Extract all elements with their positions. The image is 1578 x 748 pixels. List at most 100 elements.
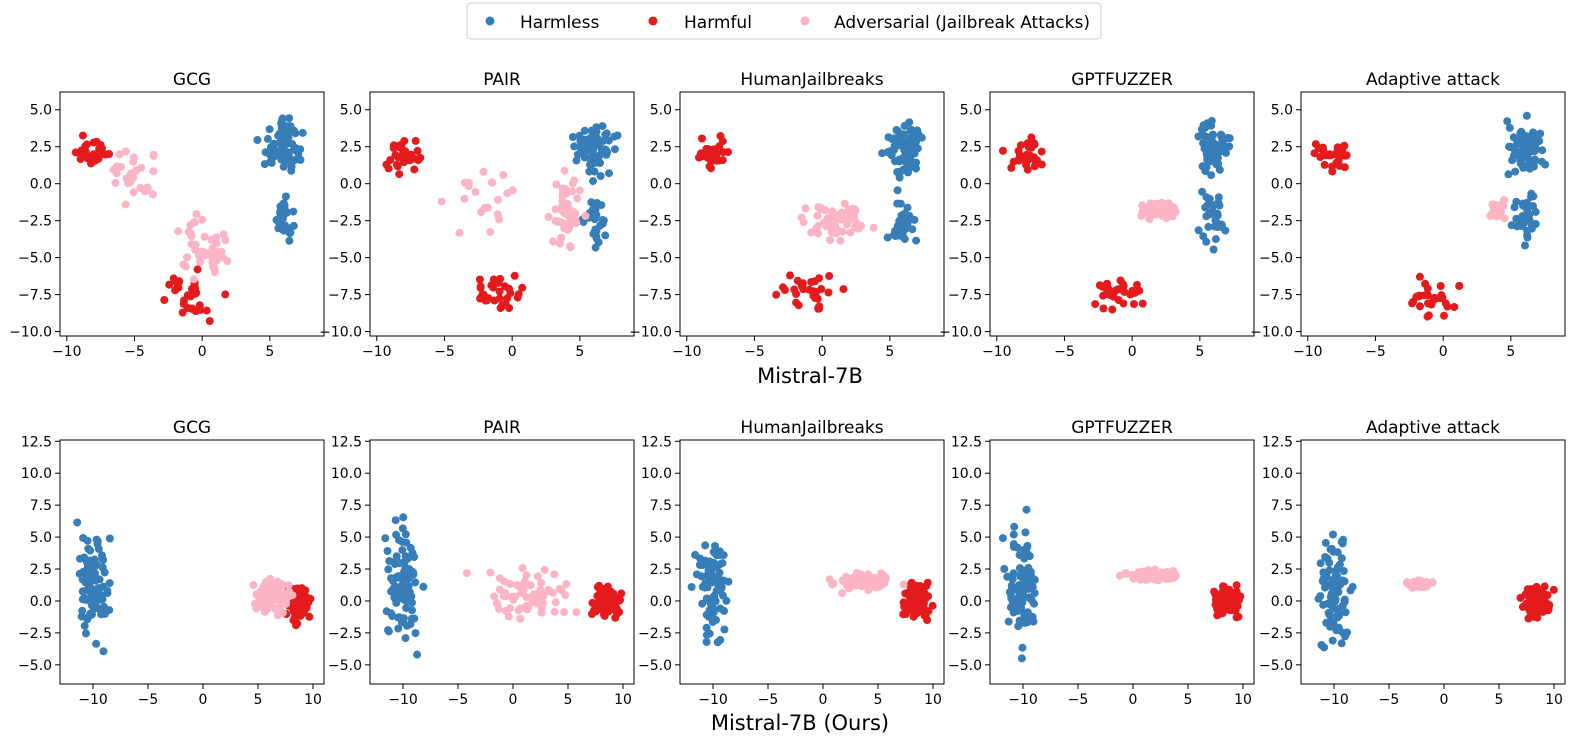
- point-adversarial: [562, 580, 571, 589]
- point-harmless: [1523, 198, 1531, 207]
- point-harmless: [1194, 226, 1203, 235]
- point-harmless: [1202, 132, 1211, 141]
- point-harmful: [174, 283, 183, 292]
- point-adversarial: [149, 167, 158, 176]
- y-tick-label: 0.0: [1271, 177, 1293, 193]
- point-adversarial: [502, 592, 511, 601]
- y-tick-label: −10.0: [1250, 325, 1293, 341]
- point-adversarial: [502, 606, 510, 615]
- point-harmless: [1523, 233, 1532, 242]
- point-harmless: [1510, 151, 1518, 160]
- point-harmful: [518, 283, 527, 292]
- point-harmless: [711, 597, 720, 606]
- point-harmful: [1221, 587, 1230, 596]
- point-adversarial: [198, 215, 207, 224]
- y-tick-label: 5.0: [1271, 530, 1293, 546]
- point-harmless: [263, 134, 272, 143]
- point-harmless: [1529, 202, 1537, 211]
- point-adversarial: [190, 218, 199, 227]
- point-harmful: [1099, 291, 1108, 300]
- point-harmful: [591, 601, 600, 610]
- y-tick-label: 12.5: [331, 434, 362, 450]
- y-tick-label: −2.5: [948, 214, 982, 230]
- point-adversarial: [1402, 579, 1411, 588]
- point-harmless: [903, 219, 912, 228]
- point-harmful: [705, 162, 714, 171]
- point-harmful: [923, 578, 932, 587]
- point-harmless: [1322, 573, 1331, 581]
- y-tick-label: −7.5: [328, 288, 362, 304]
- point-harmless: [398, 546, 407, 555]
- point-adversarial: [572, 608, 581, 617]
- point-harmful: [1126, 290, 1135, 299]
- point-adversarial: [122, 147, 130, 156]
- point-harmless: [718, 559, 727, 568]
- point-adversarial: [112, 169, 121, 178]
- y-tick-label: −5.0: [638, 251, 672, 267]
- scatter-points: [381, 513, 626, 659]
- y-tick-label: 2.5: [650, 140, 672, 156]
- y-tick-label: 2.5: [650, 562, 672, 578]
- y-tick-label: −7.5: [1259, 288, 1293, 304]
- point-harmless: [1207, 171, 1216, 180]
- point-harmful: [915, 605, 924, 614]
- point-adversarial: [555, 584, 564, 593]
- y-tick-label: −7.5: [638, 288, 672, 304]
- point-adversarial: [462, 569, 471, 578]
- point-harmless: [94, 596, 103, 604]
- point-harmless: [589, 177, 597, 186]
- point-adversarial: [1500, 196, 1509, 204]
- point-harmful: [510, 271, 519, 280]
- point-adversarial: [822, 222, 831, 231]
- point-harmless: [1205, 194, 1214, 203]
- point-harmful: [1450, 303, 1459, 311]
- point-harmful: [296, 599, 305, 608]
- point-harmless: [93, 537, 102, 546]
- point-harmful: [839, 285, 848, 294]
- y-tick-label: 10.0: [331, 466, 362, 482]
- scatter-points: [71, 114, 307, 325]
- point-harmful: [193, 265, 202, 274]
- point-harmless: [1503, 117, 1512, 126]
- point-harmless: [1525, 164, 1534, 173]
- point-harmful: [1108, 305, 1117, 314]
- point-harmful: [1342, 151, 1351, 160]
- point-harmless: [290, 143, 299, 152]
- point-harmless: [1201, 167, 1210, 175]
- point-harmless: [1218, 138, 1227, 147]
- point-adversarial: [519, 580, 528, 589]
- point-harmless: [705, 606, 714, 614]
- point-harmful: [1310, 149, 1319, 158]
- point-harmful: [1423, 291, 1432, 300]
- point-harmful: [1030, 139, 1038, 147]
- point-harmless: [286, 122, 295, 131]
- point-harmless: [92, 639, 101, 648]
- point-adversarial: [852, 218, 861, 227]
- y-tick-label: 0.0: [30, 177, 52, 193]
- point-harmful: [1119, 299, 1128, 308]
- x-tick-label: −10: [672, 344, 702, 360]
- panels: GCG−10 −5 0 55.02.50.0−2.5−5.0−7.5−10.0PAIR…: [9, 70, 1566, 708]
- point-harmless: [276, 202, 285, 211]
- y-tick-label: 0.0: [650, 594, 672, 610]
- point-harmful: [1213, 594, 1222, 603]
- point-harmless: [695, 561, 704, 569]
- point-harmless: [79, 534, 88, 542]
- point-harmful: [78, 152, 87, 160]
- panel-pair-r2: PAIR −10 −5 0 5 10 12.5 10.0 7.5 5.0 2.5 0.0 −2.5 −5.…: [328, 418, 635, 708]
- y-tick-label: 2.5: [960, 562, 982, 578]
- x-tick-label: −5: [1365, 344, 1386, 360]
- point-harmless: [1015, 564, 1024, 573]
- point-adversarial: [848, 212, 857, 221]
- point-harmless: [296, 145, 305, 154]
- point-harmless: [724, 577, 733, 586]
- point-harmless: [1511, 167, 1520, 176]
- point-harmless: [712, 615, 720, 624]
- x-tick-label: 5: [1184, 692, 1193, 708]
- point-harmless: [1518, 212, 1527, 220]
- point-harmless: [384, 565, 393, 574]
- x-tick-label: 0: [818, 344, 827, 360]
- point-adversarial: [571, 209, 580, 218]
- panel-gcg-r2: GCG −10 −5 0 5 10 12.5 10.0 7.5 5.0 2.5 0.0 −2.5 −5.0: [18, 418, 325, 708]
- point-harmless: [587, 154, 596, 163]
